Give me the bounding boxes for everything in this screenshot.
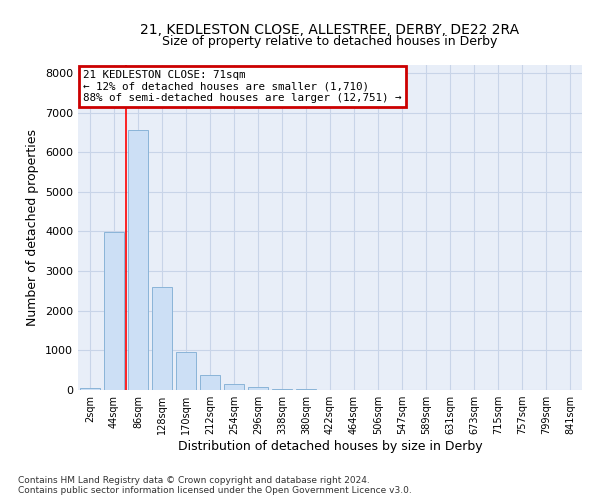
Text: 21 KEDLESTON CLOSE: 71sqm
← 12% of detached houses are smaller (1,710)
88% of se: 21 KEDLESTON CLOSE: 71sqm ← 12% of detac… [83,70,401,103]
Text: 21, KEDLESTON CLOSE, ALLESTREE, DERBY, DE22 2RA: 21, KEDLESTON CLOSE, ALLESTREE, DERBY, D… [140,22,520,36]
Text: Contains HM Land Registry data © Crown copyright and database right 2024.
Contai: Contains HM Land Registry data © Crown c… [18,476,412,495]
Bar [176,352,196,390]
Bar [272,389,292,390]
Text: Size of property relative to detached houses in Derby: Size of property relative to detached ho… [163,35,497,48]
Bar [200,375,220,390]
Bar [224,384,244,390]
Bar [80,388,100,390]
Bar [128,130,148,390]
Bar [248,387,268,390]
Y-axis label: Number of detached properties: Number of detached properties [26,129,40,326]
Bar [104,232,124,390]
Bar [152,287,172,390]
X-axis label: Distribution of detached houses by size in Derby: Distribution of detached houses by size … [178,440,482,453]
